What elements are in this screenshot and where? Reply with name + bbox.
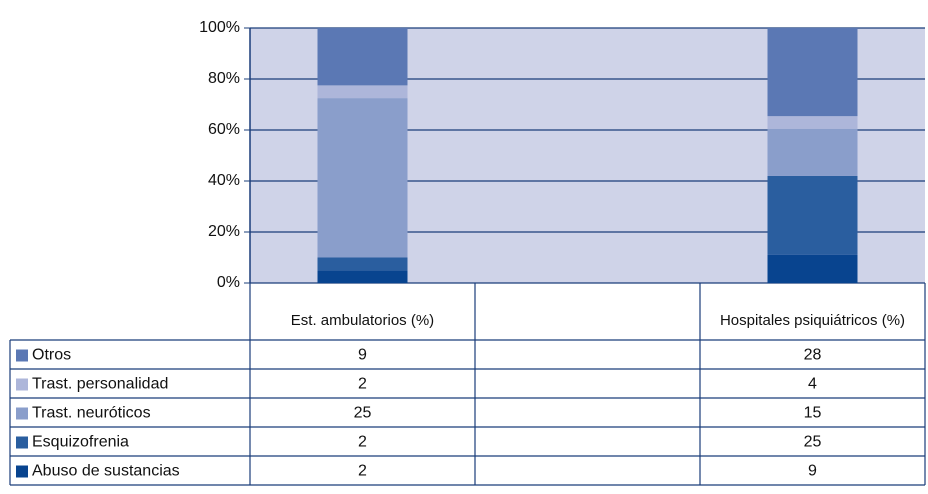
table-value: 2 [358,434,367,451]
bar-segment [317,85,408,99]
table-value: 2 [358,463,367,480]
category-label: Est. ambulatorios (%) [291,312,434,329]
y-tick-label: 100% [199,19,240,36]
bar-segment [767,28,858,117]
table-value: 28 [804,347,822,364]
table-value: 25 [804,434,822,451]
bar-segment [317,257,408,271]
y-tick-label: 60% [208,121,240,138]
bar-segment [767,175,858,255]
legend-label: Trast. neuróticos [32,405,151,422]
table-value: 2 [358,376,367,393]
legend-swatch [16,465,28,478]
table-value: 4 [808,376,817,393]
y-tick-label: 0% [217,274,240,291]
table-value: 15 [804,405,822,422]
category-label: Hospitales psiquiátricos (%) [720,312,905,329]
bar-segment [767,254,858,283]
bar-segment [317,28,408,86]
table-value: 9 [358,347,367,364]
legend-swatch [16,349,28,362]
bar-segment [767,116,858,129]
legend-swatch [16,378,28,391]
table-value: 9 [808,463,817,480]
legend-label: Esquizofrenia [32,434,129,451]
legend-label: Abuso de sustancias [32,463,180,480]
y-tick-label: 40% [208,172,240,189]
legend-swatch [16,407,28,420]
bar-segment [317,270,408,283]
y-tick-label: 80% [208,70,240,87]
legend-label: Otros [32,347,71,364]
bar-segment [317,98,408,258]
table-value: 25 [354,405,372,422]
legend-label: Trast. personalidad [32,376,168,393]
bar-segment [767,128,858,176]
legend-swatch [16,436,28,449]
y-tick-label: 20% [208,223,240,240]
